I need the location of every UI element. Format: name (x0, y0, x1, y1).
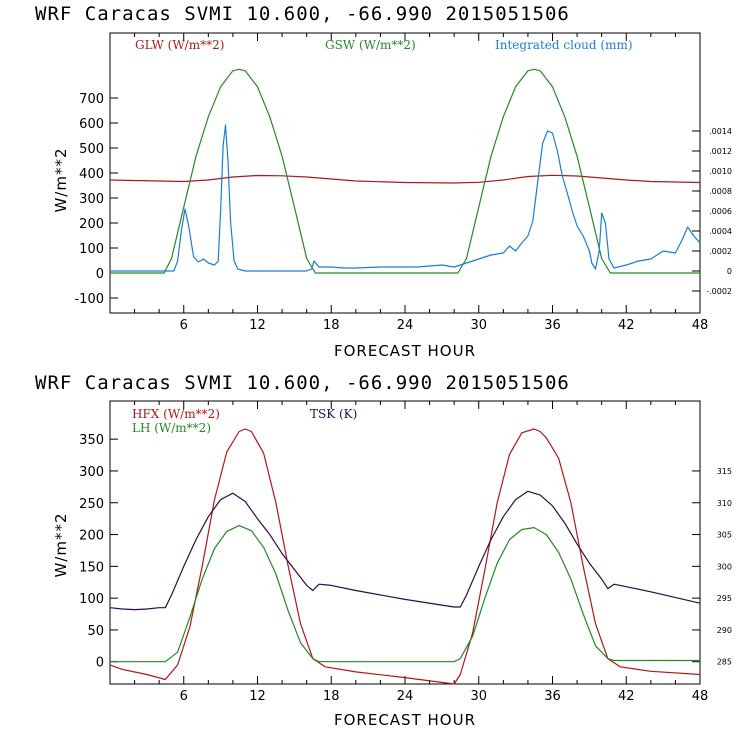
top-x-tick-label: 36 (544, 318, 561, 333)
top-series-glw-line (109, 174, 701, 184)
top-y-tick-label: 0 (96, 267, 104, 282)
top-y-tick-label: 700 (79, 92, 104, 107)
top-y2-tick-label: .0010 (709, 167, 732, 176)
bottom-y2-tick-label: 290 (717, 626, 732, 635)
bottom-x-tick-label: 18 (323, 689, 340, 704)
bottom-series-tsk-line (109, 490, 701, 611)
bottom-y2-tick-label: 300 (717, 562, 732, 571)
top-series-integrated-line (110, 124, 701, 272)
top-chart: WRF Caracas SVMI 10.600, -66.990 2015051… (35, 3, 732, 360)
top-x-tick-label: 6 (180, 318, 188, 333)
bottom-y-tick-label: 100 (79, 592, 104, 607)
top-y-tick-label: 100 (79, 242, 104, 257)
top-y2-tick-label: .0006 (709, 207, 732, 216)
bottom-y-tick-label: 350 (79, 433, 104, 448)
bottom-x-tick-label: 48 (692, 689, 709, 704)
top-y2-tick-label: .0014 (709, 127, 732, 136)
top-y-tick-label: 500 (79, 142, 104, 157)
bottom-y-tick-label: 250 (79, 497, 104, 512)
top-y2-tick-label: .0008 (709, 187, 732, 196)
top-series (109, 68, 701, 274)
top-y2-tick-label: .0004 (709, 227, 732, 236)
top-y-axis-label: W/m**2 (52, 147, 70, 212)
bottom-y-tick-label: 150 (79, 560, 104, 575)
top-ticks: 6 12 18 24 30 36 42 48 -100 0 100 200 300 400 500 600 70… (74, 33, 732, 333)
bottom-y2-tick-label: 305 (717, 531, 732, 540)
bottom-y-tick-label: 300 (79, 465, 104, 480)
bottom-x-tick-label: 12 (249, 689, 266, 704)
bottom-y2-tick-label: 315 (717, 467, 732, 476)
top-y-tick-label: 300 (79, 192, 104, 207)
bottom-y-tick-label: 50 (87, 624, 104, 639)
top-x-tick-label: 18 (323, 318, 340, 333)
bottom-chart-title: WRF Caracas SVMI 10.600, -66.990 2015051… (35, 372, 570, 394)
bottom-ticks: 6 12 18 24 30 36 42 48 0 50 100 150 200 250 300 350 285 2… (79, 401, 732, 704)
top-y-tick-label: 400 (79, 167, 104, 182)
bottom-y2-tick-label: 310 (717, 499, 732, 508)
bottom-chart: WRF Caracas SVMI 10.600, -66.990 2015051… (35, 372, 732, 729)
bottom-x-tick-label: 6 (180, 689, 188, 704)
bottom-x-tick-label: 36 (544, 689, 561, 704)
top-y-tick-label: 200 (79, 217, 104, 232)
top-y2-tick-label: 0 (727, 267, 732, 276)
bottom-y-tick-label: 0 (96, 656, 104, 671)
top-x-tick-label: 42 (618, 318, 635, 333)
top-x-tick-label: 30 (470, 318, 487, 333)
top-y2-tick-label: .0012 (709, 147, 732, 156)
top-chart-title: WRF Caracas SVMI 10.600, -66.990 2015051… (35, 3, 570, 25)
top-legend-cloud: Integrated cloud (mm) (495, 38, 633, 52)
bottom-legend-tsk: TSK (K) (310, 407, 357, 421)
bottom-y-tick-label: 200 (79, 529, 104, 544)
top-legend-glw: GLW (W/m**2) (135, 38, 224, 52)
bottom-x-tick-label: 24 (397, 689, 414, 704)
bottom-y2-tick-label: 295 (717, 594, 732, 603)
bottom-series (109, 428, 701, 685)
bottom-x-axis-label: FORECAST HOUR (334, 711, 476, 729)
top-y-tick-label: 600 (79, 117, 104, 132)
bottom-plot-frame (109, 400, 701, 685)
top-x-tick-label: 48 (692, 318, 709, 333)
top-plot-frame (109, 32, 701, 314)
top-series-gsw-line (110, 68, 700, 274)
bottom-series-hfx-line (109, 428, 701, 685)
bottom-x-tick-label: 30 (470, 689, 487, 704)
bottom-y2-tick-label: 285 (717, 658, 732, 667)
top-x-tick-label: 12 (249, 318, 266, 333)
top-y-tick-label: -100 (74, 292, 104, 307)
bottom-series-lh-line (110, 524, 700, 663)
bottom-legend-lh: LH (W/m**2) (132, 421, 211, 435)
bottom-x-tick-label: 42 (618, 689, 635, 704)
bottom-legend-hfx: HFX (W/m**2) (132, 407, 220, 421)
top-x-tick-label: 24 (397, 318, 414, 333)
top-y2-tick-label: -.0002 (706, 287, 732, 296)
bottom-y-axis-label: W/m**2 (52, 512, 70, 577)
top-legend-gsw: GSW (W/m**2) (325, 38, 416, 52)
top-y2-tick-label: .0002 (709, 247, 732, 256)
top-x-axis-label: FORECAST HOUR (334, 342, 476, 360)
